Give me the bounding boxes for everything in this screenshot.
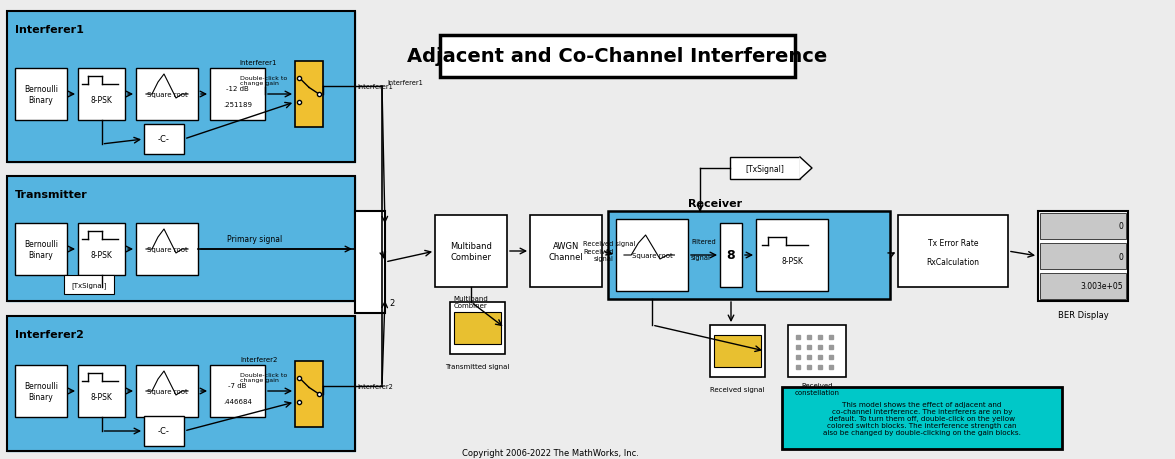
Text: 3.003e+05: 3.003e+05 bbox=[1080, 282, 1123, 291]
Bar bbox=[7, 177, 355, 302]
Text: Filtered: Filtered bbox=[691, 239, 716, 245]
Bar bbox=[1040, 243, 1126, 269]
Bar bbox=[530, 216, 602, 287]
Text: 8-PSK: 8-PSK bbox=[90, 392, 113, 402]
Text: .251189: .251189 bbox=[223, 102, 251, 108]
Bar bbox=[78, 365, 125, 417]
Text: Double-click to
change gain: Double-click to change gain bbox=[240, 75, 287, 86]
Text: Bernoulli
Binary: Bernoulli Binary bbox=[24, 381, 58, 401]
Text: Interferer1: Interferer1 bbox=[15, 25, 83, 35]
Bar bbox=[210, 69, 266, 121]
Text: Square root: Square root bbox=[147, 388, 187, 394]
Text: Interferer1: Interferer1 bbox=[357, 84, 392, 90]
Bar bbox=[788, 325, 846, 377]
Text: Tx Error Rate: Tx Error Rate bbox=[928, 238, 979, 247]
Text: 0: 0 bbox=[1119, 222, 1123, 231]
Text: Receiver: Receiver bbox=[689, 199, 743, 208]
Bar bbox=[136, 365, 199, 417]
Text: Transmitter: Transmitter bbox=[15, 190, 88, 200]
Bar bbox=[63, 275, 114, 294]
Text: Square root: Square root bbox=[147, 246, 187, 252]
Text: Received
signal: Received signal bbox=[584, 249, 615, 262]
Text: -12 dB: -12 dB bbox=[226, 86, 249, 92]
Bar bbox=[616, 219, 689, 291]
Text: AWGN
Channel: AWGN Channel bbox=[549, 242, 583, 261]
Bar bbox=[783, 387, 1062, 449]
Text: Interferer2: Interferer2 bbox=[357, 383, 392, 389]
Bar bbox=[7, 316, 355, 451]
Text: 0: 0 bbox=[1119, 252, 1123, 261]
Text: Bernoulli
Binary: Bernoulli Binary bbox=[24, 240, 58, 259]
Bar bbox=[1040, 274, 1126, 299]
Text: Transmitted signal: Transmitted signal bbox=[445, 363, 510, 369]
Bar bbox=[720, 224, 741, 287]
Bar bbox=[78, 69, 125, 121]
Bar bbox=[7, 12, 355, 162]
Bar bbox=[295, 62, 323, 128]
Text: 8-PSK: 8-PSK bbox=[781, 257, 803, 266]
Bar bbox=[15, 69, 67, 121]
Bar bbox=[145, 125, 184, 155]
Bar bbox=[730, 157, 800, 179]
Text: 8-PSK: 8-PSK bbox=[90, 96, 113, 105]
Bar bbox=[450, 302, 505, 354]
Text: Bernoulli
Binary: Bernoulli Binary bbox=[24, 85, 58, 105]
Bar bbox=[898, 216, 1008, 287]
Text: Multiband
Combiner: Multiband Combiner bbox=[450, 242, 492, 261]
Bar bbox=[15, 365, 67, 417]
Text: -C-: -C- bbox=[159, 426, 170, 436]
Bar bbox=[454, 312, 501, 344]
Text: Received
constellation: Received constellation bbox=[794, 383, 839, 396]
Text: BER Display: BER Display bbox=[1058, 311, 1108, 320]
Bar bbox=[7, 177, 355, 302]
Bar bbox=[756, 219, 828, 291]
Text: Interferer2: Interferer2 bbox=[15, 329, 83, 339]
Bar bbox=[7, 316, 355, 451]
Text: Received signal: Received signal bbox=[710, 386, 765, 392]
Text: Adjacent and Co-Channel Interference: Adjacent and Co-Channel Interference bbox=[408, 47, 827, 67]
Text: 8-PSK: 8-PSK bbox=[90, 251, 113, 260]
Text: Square root: Square root bbox=[147, 92, 187, 98]
Text: -C-: -C- bbox=[159, 135, 170, 144]
Text: Primary signal: Primary signal bbox=[228, 235, 283, 244]
Polygon shape bbox=[800, 157, 812, 179]
Bar bbox=[210, 365, 266, 417]
Bar bbox=[136, 224, 199, 275]
Text: Interferer2: Interferer2 bbox=[241, 356, 277, 362]
Text: Interferer1: Interferer1 bbox=[240, 60, 277, 66]
Text: [TxSignal]: [TxSignal] bbox=[72, 281, 107, 288]
Text: 8: 8 bbox=[726, 249, 736, 262]
Text: 2: 2 bbox=[389, 299, 395, 308]
Text: [TxSignal]: [TxSignal] bbox=[746, 164, 785, 173]
Text: Received signal: Received signal bbox=[583, 241, 636, 246]
Bar bbox=[15, 224, 67, 275]
Text: RxCalculation: RxCalculation bbox=[927, 258, 980, 267]
Bar bbox=[295, 361, 323, 427]
Bar bbox=[435, 216, 506, 287]
Bar bbox=[607, 212, 889, 299]
Bar bbox=[136, 69, 199, 121]
Bar bbox=[7, 12, 355, 162]
Text: This model shows the effect of adjacent and
co-channel interference. The interfe: This model shows the effect of adjacent … bbox=[822, 401, 1021, 435]
Bar bbox=[355, 212, 385, 313]
Bar bbox=[439, 36, 795, 78]
Bar bbox=[710, 325, 765, 377]
Bar bbox=[1038, 212, 1128, 302]
Text: .446684: .446684 bbox=[223, 398, 251, 404]
Text: Multiband
Combiner: Multiband Combiner bbox=[454, 296, 489, 309]
Text: -7 dB: -7 dB bbox=[228, 382, 247, 388]
Text: Copyright 2006-2022 The MathWorks, Inc.: Copyright 2006-2022 The MathWorks, Inc. bbox=[462, 448, 638, 458]
Text: Double-click to
change gain: Double-click to change gain bbox=[241, 372, 288, 382]
Text: Interferer1: Interferer1 bbox=[387, 80, 423, 86]
Text: signal: signal bbox=[691, 254, 711, 260]
Bar bbox=[1040, 213, 1126, 240]
Bar bbox=[145, 416, 184, 446]
Bar bbox=[607, 212, 889, 299]
Text: Square root: Square root bbox=[632, 252, 672, 258]
Bar bbox=[714, 335, 761, 367]
Bar bbox=[78, 224, 125, 275]
